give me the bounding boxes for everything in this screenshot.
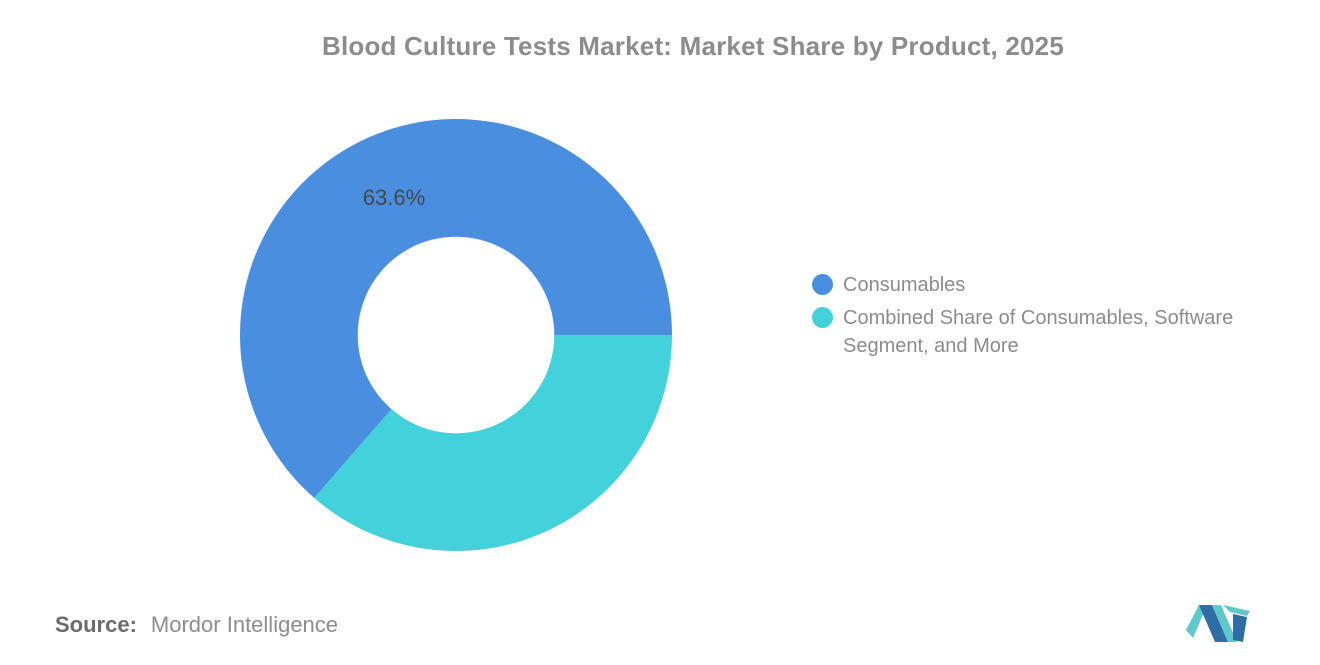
source-label: Source: (55, 612, 137, 637)
chart-title: Blood Culture Tests Market: Market Share… (321, 31, 1064, 61)
legend-marker (812, 274, 833, 295)
legend-item: Combined Share of Consumables, Software … (812, 304, 1288, 360)
donut-svg (240, 119, 672, 551)
mordor-intelligence-logo (1186, 605, 1250, 642)
donut-chart: 63.6% (240, 119, 672, 551)
legend: Consumables Combined Share of Consumables… (812, 271, 1288, 365)
slice-label: 63.6% (362, 185, 426, 210)
legend-label: Consumables (843, 274, 966, 296)
logo-shape-top-cap (1223, 605, 1250, 616)
logo-shape-left-leg (1186, 605, 1207, 638)
donut-slice (240, 119, 672, 498)
logo-shape-right-leg (1233, 614, 1247, 642)
source-line: Source: Mordor Intelligence (55, 612, 338, 638)
source-text: Mordor Intelligence (150, 612, 339, 637)
legend-item: Consumables (812, 271, 1288, 299)
legend-marker (812, 307, 833, 328)
logo-shape-left-diag (1199, 605, 1228, 642)
legend-label: Combined Share of Consumables, Software … (843, 307, 1234, 357)
logo-shape-mid-diag (1212, 605, 1237, 642)
donut-slice (314, 335, 672, 551)
